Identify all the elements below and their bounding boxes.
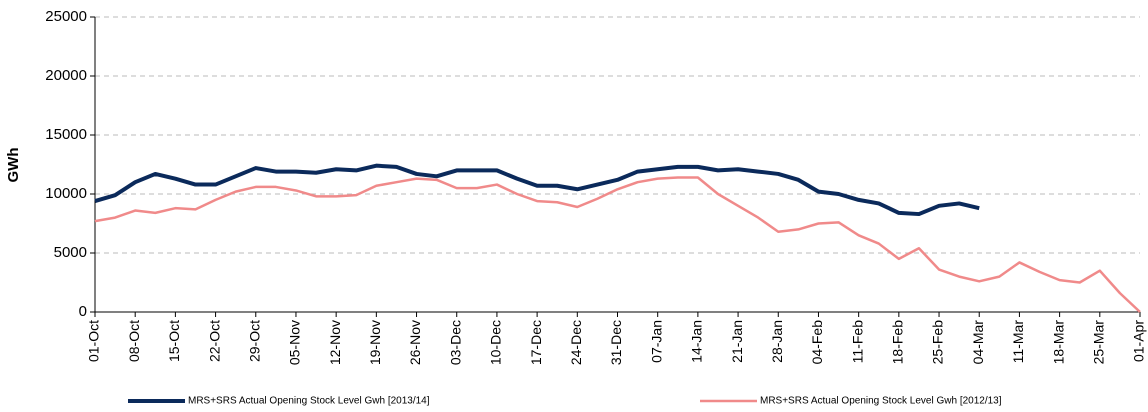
x-tick-label: 12-Nov	[327, 320, 343, 365]
x-tick-label: 07-Jan	[648, 320, 664, 363]
x-tick-label: 19-Nov	[367, 320, 383, 365]
x-tick-label: 28-Jan	[769, 320, 785, 363]
y-tick-label: 25000	[45, 8, 87, 25]
y-tick-label: 10000	[45, 185, 87, 202]
y-tick-label: 20000	[45, 67, 87, 84]
x-tick-label: 11-Mar	[1010, 320, 1026, 364]
x-tick-label: 25-Feb	[930, 320, 946, 365]
series-line	[94, 163, 980, 217]
x-tick-label: 18-Feb	[890, 320, 906, 365]
y-tick-label: 0	[79, 303, 87, 320]
x-tick-label: 18-Mar	[1050, 320, 1066, 365]
legend-label: MRS+SRS Actual Opening Stock Level Gwh […	[760, 396, 1002, 407]
y-tick-label: 15000	[45, 126, 87, 143]
x-tick-label: 14-Jan	[689, 320, 705, 363]
x-tick-label: 11-Feb	[849, 320, 865, 364]
x-tick-label: 08-Oct	[126, 320, 142, 362]
x-tick-label: 15-Oct	[166, 320, 182, 362]
y-tick-label: 5000	[54, 244, 87, 261]
legend-label: MRS+SRS Actual Opening Stock Level Gwh […	[188, 396, 430, 407]
x-tick-label: 04-Feb	[809, 320, 825, 365]
x-tick-label: 10-Dec	[488, 320, 504, 365]
x-tick-label: 29-Oct	[246, 320, 262, 362]
x-tick-label: 05-Nov	[287, 320, 303, 365]
x-tick-label: 24-Dec	[568, 320, 584, 365]
x-tick-label: 21-Jan	[729, 320, 745, 363]
x-tick-label: 17-Dec	[528, 320, 544, 365]
x-tick-label: 25-Mar	[1091, 320, 1107, 365]
x-tick-label: 01-Oct	[86, 320, 102, 362]
x-tick-label: 31-Dec	[608, 320, 624, 365]
x-tick-label: 03-Dec	[447, 320, 463, 365]
x-tick-label: 26-Nov	[407, 320, 423, 365]
x-tick-label: 04-Mar	[970, 320, 986, 365]
series-line	[94, 176, 1141, 313]
x-tick-label: 22-Oct	[206, 320, 222, 362]
y-axis-label: GWh	[5, 148, 22, 183]
x-tick-label: 01-Apr	[1131, 320, 1147, 362]
